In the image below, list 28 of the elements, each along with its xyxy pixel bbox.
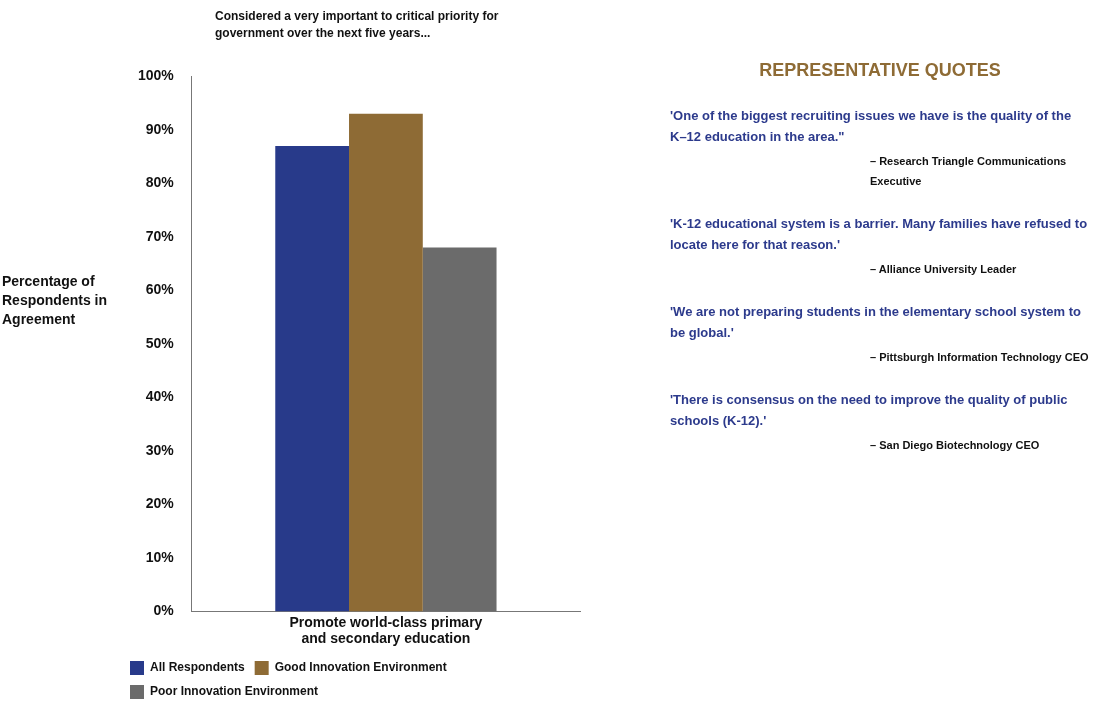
text: REPRESENTATIVE QUOTES	[758, 60, 1002, 81]
text: – Research Triangle Communications Executive	[870, 154, 1068, 189]
y-tick-label: 20%	[145, 495, 175, 512]
legend-label: Good Innovation Environment	[274, 660, 447, 675]
legend-label: All Respondents	[150, 660, 245, 675]
bar	[349, 113, 423, 612]
y-tick-label: 30%	[145, 441, 175, 458]
y-tick-label: 90%	[145, 120, 175, 137]
y-tick-label: 10%	[145, 548, 175, 565]
text: 'K-12 educational system is a barrier. Many families have refused to locate here for that reason.'	[670, 215, 1089, 254]
y-tick-label: 100%	[137, 67, 175, 84]
y-tick-label: 40%	[145, 388, 175, 405]
chart-title: Considered a very important to critical priority for government over the next five years...	[215, 8, 500, 42]
y-tick-label: 70%	[145, 227, 175, 244]
text: 'One of the biggest recruiting issues we have is the quality of the K–12 education in the area."	[670, 107, 1073, 146]
y-tick-label: 80%	[145, 174, 175, 191]
bar	[275, 145, 350, 612]
y-tick-label: 0%	[153, 602, 175, 619]
text: – Alliance University Leader	[870, 262, 1018, 277]
text: 'There is consensus on the need to improve the quality of public schools (K-12).'	[670, 391, 1069, 430]
text: – San Diego Biotechnology CEO	[870, 438, 1041, 453]
y-tick-label: 50%	[145, 334, 175, 351]
y-axis-title: Percentage of Respondents in Agreement	[2, 272, 108, 329]
y-tick-label: 60%	[145, 281, 175, 298]
x-tick-label: Promote world-class primary and secondary education	[289, 613, 483, 647]
text: – Pittsburgh Information Technology CEO	[870, 350, 1090, 365]
text: 'We are not preparing students in the elementary school system to be global.'	[670, 303, 1082, 342]
legend-label: Poor Innovation Environment	[150, 684, 319, 699]
